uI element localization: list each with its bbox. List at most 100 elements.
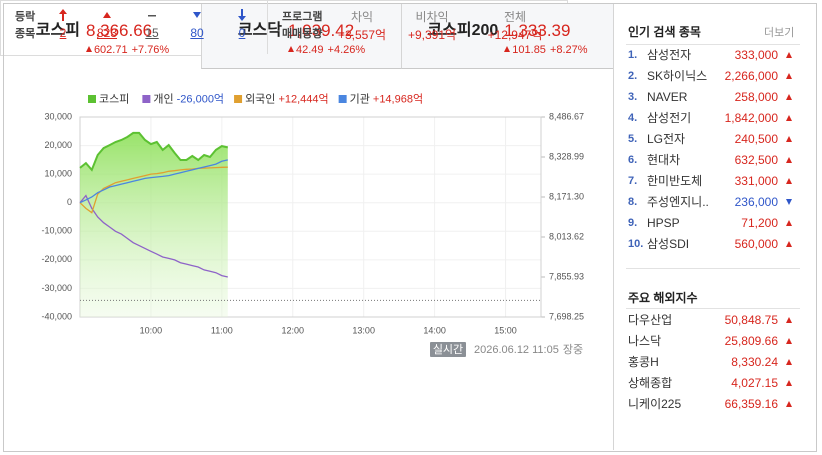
rank: 10. xyxy=(628,238,644,250)
updown-glyph xyxy=(148,15,156,17)
updown-glyph xyxy=(59,9,67,21)
index-value: 4,027.15 xyxy=(731,376,778,390)
line xyxy=(79,166,228,214)
up-arrow xyxy=(786,73,792,79)
rank: 6. xyxy=(628,154,638,166)
frame xyxy=(3,3,817,452)
stock-price: 258,000 xyxy=(734,90,778,104)
y2-tick-label: 7,698.25 xyxy=(549,311,584,321)
x-tick-label: 15:00 xyxy=(494,325,517,335)
program-name: 차익 xyxy=(350,10,374,24)
arrow-box xyxy=(786,173,794,189)
y-tick-label: -10,000 xyxy=(41,226,72,236)
area xyxy=(80,132,228,317)
x-tick-label: 13:00 xyxy=(352,325,375,335)
datetime: 2026.06.12 11:05 xyxy=(474,344,559,356)
index-values: 1,039.42 42.49 +4.26% xyxy=(288,20,365,56)
updown-count[interactable]: 15 xyxy=(145,26,159,40)
index-tab[interactable]: 코스피 8,366.66 602.71 +7.76% xyxy=(4,4,201,69)
stock-name[interactable]: 삼성SDI xyxy=(647,237,690,251)
updown-count[interactable]: 0 xyxy=(238,26,246,40)
updown-count[interactable]: 80 xyxy=(190,26,204,40)
up-arrow xyxy=(85,46,92,52)
y2-tick-label: 8,328.99 xyxy=(549,151,584,161)
summary-divider xyxy=(267,0,268,54)
arrow-box xyxy=(786,68,794,84)
stock-price: 240,500 xyxy=(734,132,778,146)
stock-price: 331,000 xyxy=(734,174,778,188)
legend-value: -26,000억 xyxy=(177,92,224,105)
legend-swatch xyxy=(88,95,96,103)
rank: 2. xyxy=(628,70,638,82)
arrow-box xyxy=(786,89,794,105)
index-value: 8,366.66 xyxy=(85,21,153,40)
more-link[interactable]: 더보기 xyxy=(764,27,795,39)
updown-count[interactable]: 823 xyxy=(96,26,118,40)
up-arrow xyxy=(786,241,792,247)
index-values: 8,366.66 602.71 +7.76% xyxy=(85,20,169,56)
up-arrow xyxy=(786,317,792,323)
y2-tick-label: 8,171.30 xyxy=(549,191,584,201)
stock-name[interactable]: NAVER xyxy=(647,90,688,104)
y-tick-label: 20,000 xyxy=(44,140,72,150)
index-name: 코스피 xyxy=(35,22,80,39)
y-tick-label: 10,000 xyxy=(44,169,72,179)
legend-value: +12,444억 xyxy=(278,92,328,105)
legend-name: 외국인 xyxy=(245,92,275,105)
arrow-box xyxy=(786,396,794,412)
index-name[interactable]: 나스닥 xyxy=(628,334,662,348)
rank: 4. xyxy=(628,112,638,124)
updown-glyph xyxy=(103,12,111,18)
stock-name[interactable]: HPSP xyxy=(647,216,680,230)
panel-divider xyxy=(613,4,614,450)
program-value: +3,557억 xyxy=(337,28,387,42)
stock-name[interactable]: 삼성전자 xyxy=(647,48,692,62)
y-tick-label: -30,000 xyxy=(41,283,72,293)
index-name[interactable]: 다우산업 xyxy=(628,313,673,327)
summary-label: 종목 xyxy=(15,28,36,40)
index-name[interactable]: 홍콩H xyxy=(628,355,659,369)
summary-label: 프로그램 xyxy=(282,11,323,23)
y2-tick-label: 7,855.93 xyxy=(549,271,584,281)
up-arrow xyxy=(786,380,792,386)
stock-price: 236,000 xyxy=(734,195,778,209)
arrow-box xyxy=(786,110,794,126)
rank: 3. xyxy=(628,91,638,103)
index-name[interactable]: 니케이225 xyxy=(628,397,682,411)
stock-name[interactable]: 삼성전기 xyxy=(647,111,692,125)
up-arrow xyxy=(786,52,792,58)
program-name: 비차익 xyxy=(415,10,449,24)
stock-name[interactable]: LG전자 xyxy=(647,132,686,146)
updown-icon xyxy=(59,9,67,21)
arrow-box xyxy=(786,333,794,349)
stock-name[interactable]: 주성엔지니.. xyxy=(647,195,709,209)
market-state: 장중 xyxy=(563,343,583,356)
y-tick-label: -40,000 xyxy=(41,311,72,321)
arrow-box xyxy=(786,236,794,252)
stock-name[interactable]: SK하이닉스 xyxy=(647,69,708,83)
index-tab[interactable]: 코스피200 1,333.39 101.85 +8.27% xyxy=(401,4,613,69)
y-tick-label: -20,000 xyxy=(41,254,72,264)
up-arrow xyxy=(786,359,792,365)
stock-name[interactable]: 현대차 xyxy=(647,153,681,167)
panel-title: 인기 검색 종목 xyxy=(628,25,701,39)
index-name[interactable]: 상해종합 xyxy=(628,376,673,390)
stock-price: 2,266,000 xyxy=(724,69,778,83)
rank: 9. xyxy=(628,217,638,229)
updown-count[interactable]: 2 xyxy=(59,26,67,40)
index-value: 50,848.75 xyxy=(724,313,778,327)
chart: 30,000 20,000 10,000 0 -10,000 -20,000 -30,000… xyxy=(41,92,584,357)
legend-swatch xyxy=(338,95,347,103)
y-tick-label: 0 xyxy=(67,197,72,207)
up-arrow xyxy=(288,46,294,52)
program-value: +9,391억 xyxy=(407,28,457,42)
index-tab[interactable]: 코스닥 1,039.42 42.49 +4.26% xyxy=(201,4,401,69)
arrow-box xyxy=(786,354,794,370)
up-arrow xyxy=(786,136,792,142)
arrow-box xyxy=(786,375,794,391)
line xyxy=(79,159,228,204)
change-amount: 42.49 xyxy=(296,44,324,56)
up-arrow xyxy=(786,157,792,163)
stock-name[interactable]: 한미반도체 xyxy=(647,174,703,188)
